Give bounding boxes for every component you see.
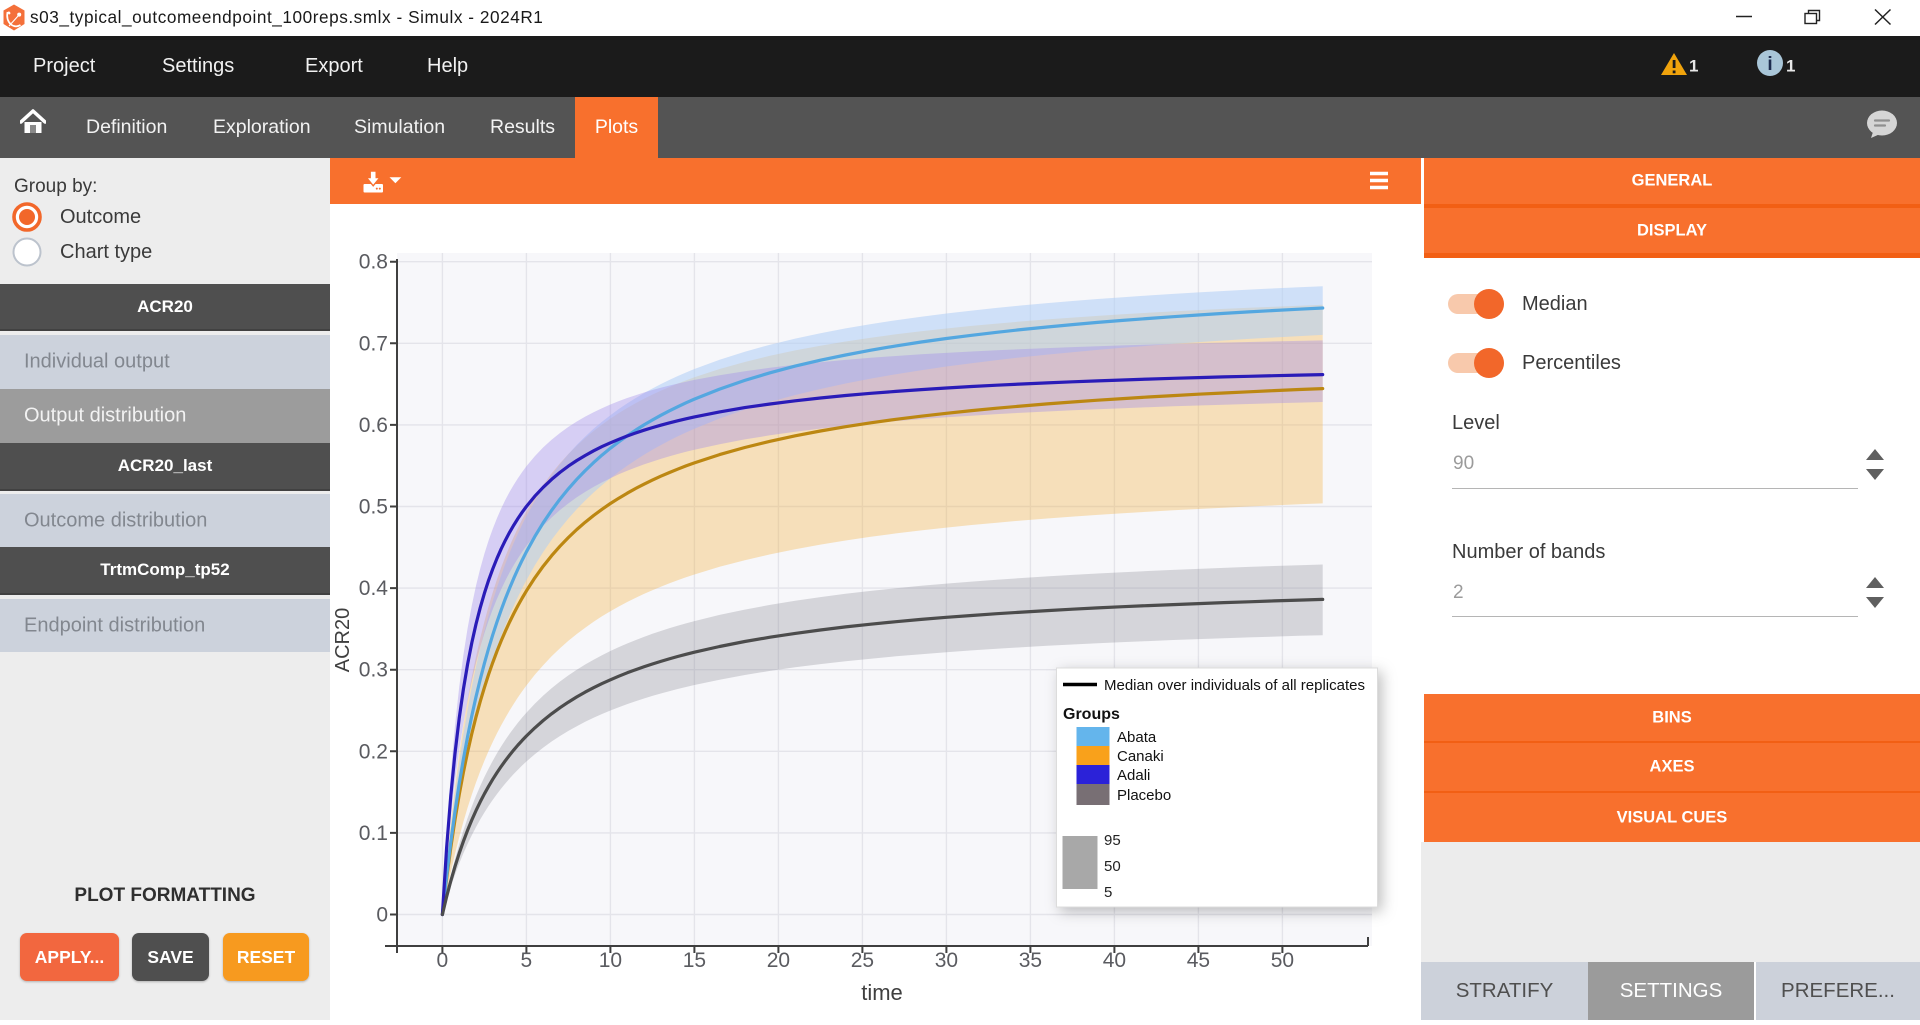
svg-text:50: 50 (1104, 858, 1121, 875)
svg-text:1: 1 (1786, 57, 1795, 76)
svg-text:ACR20: ACR20 (332, 608, 354, 672)
svg-text:0.6: 0.6 (359, 414, 388, 437)
svg-text:i: i (1767, 54, 1772, 75)
svg-text:10: 10 (599, 949, 622, 972)
svg-text:0.8: 0.8 (359, 251, 388, 274)
svg-text:time: time (861, 980, 903, 1005)
svg-text:0: 0 (437, 949, 449, 972)
svg-text:0.3: 0.3 (359, 659, 388, 682)
svg-text:25: 25 (851, 949, 874, 972)
svg-text:95: 95 (1104, 832, 1121, 849)
svg-text:35: 35 (1019, 949, 1042, 972)
svg-text:0.5: 0.5 (359, 496, 388, 519)
svg-text:20: 20 (767, 949, 790, 972)
svg-text:5: 5 (1104, 884, 1112, 901)
svg-text:15: 15 (683, 949, 706, 972)
svg-text:0.7: 0.7 (359, 332, 388, 355)
svg-text:Abata: Abata (1117, 729, 1157, 746)
svg-text:50: 50 (1271, 949, 1294, 972)
svg-text:Median over individuals of all: Median over individuals of all replicate… (1104, 677, 1365, 694)
svg-text:1: 1 (1689, 57, 1698, 76)
svg-text:0.2: 0.2 (359, 740, 388, 763)
svg-text:0: 0 (376, 904, 388, 927)
svg-text:40: 40 (1103, 949, 1126, 972)
svg-text:45: 45 (1187, 949, 1210, 972)
svg-text:0.4: 0.4 (359, 577, 389, 600)
svg-text:0.1: 0.1 (359, 822, 388, 845)
svg-text:5: 5 (521, 949, 533, 972)
svg-text:Placebo: Placebo (1117, 787, 1171, 804)
svg-text:Canaki: Canaki (1117, 748, 1164, 765)
svg-text:30: 30 (935, 949, 958, 972)
svg-text:Adali: Adali (1117, 767, 1150, 784)
svg-text:Groups: Groups (1063, 706, 1120, 723)
